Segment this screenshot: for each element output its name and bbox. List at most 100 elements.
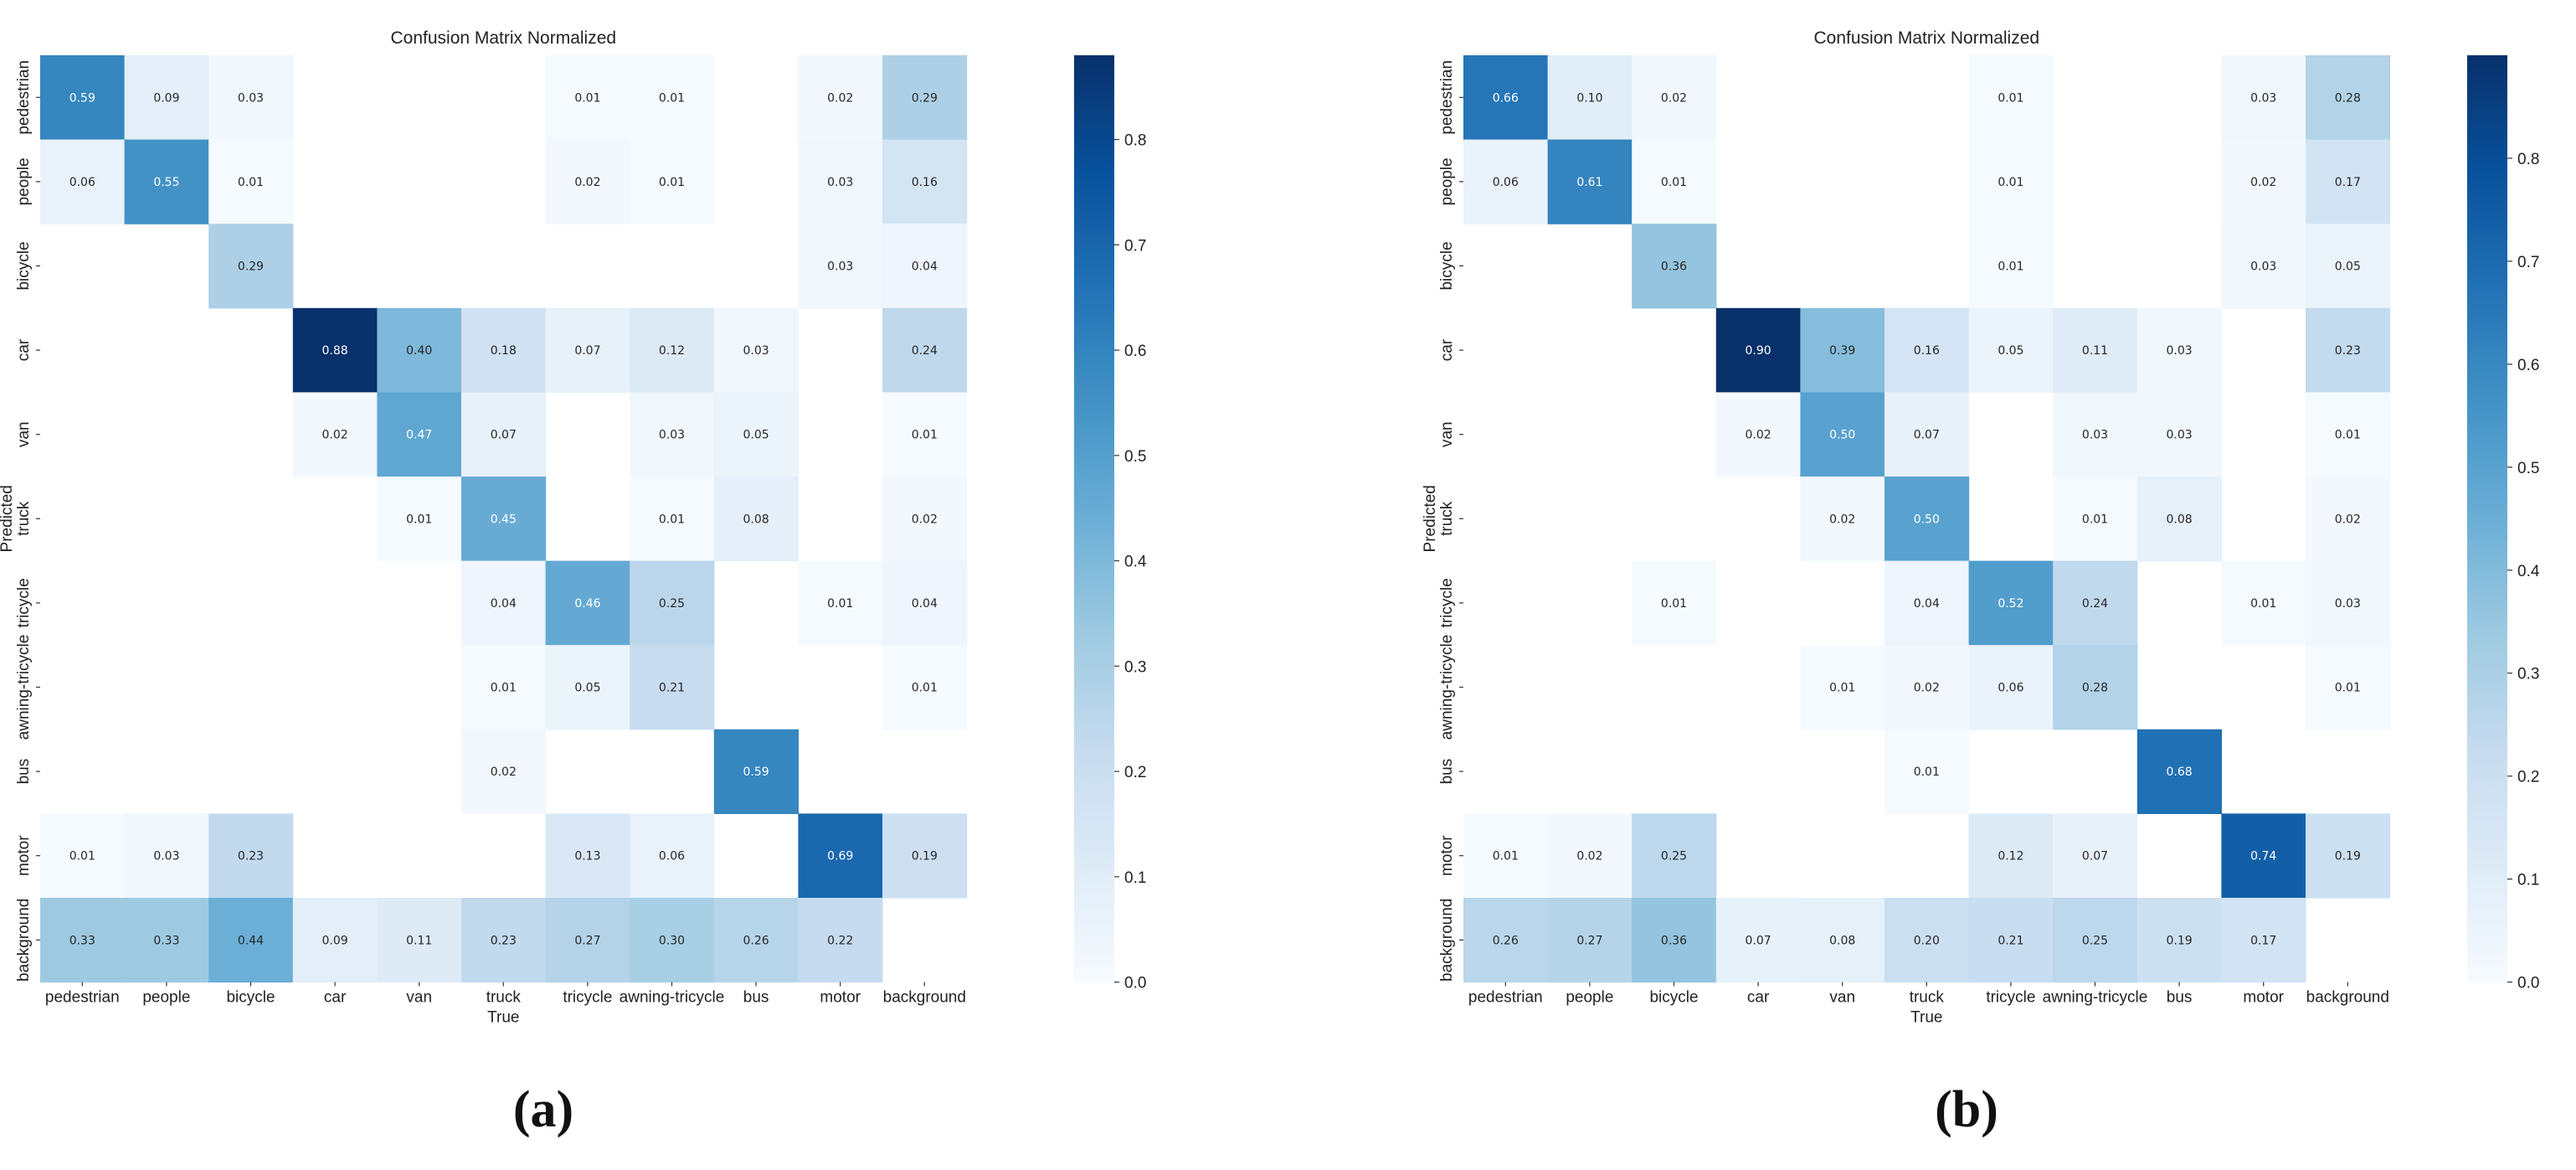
heatmap-cell (461, 560, 547, 646)
heatmap-cell (1547, 813, 1632, 899)
heatmap-cell (630, 477, 715, 562)
cell-value-label: 0.07 (574, 344, 600, 358)
cell-value-label: 0.01 (238, 176, 264, 189)
cell-value-label: 0.01 (406, 513, 432, 526)
y-tick-label-awning-tricycle: awning-tricycle (1438, 635, 1456, 740)
heatmap-cell (124, 813, 209, 899)
colorbar (2467, 55, 2507, 982)
cell-value-label: 0.03 (827, 176, 853, 189)
heatmap-cell (798, 560, 883, 646)
heatmap-cell (2306, 392, 2391, 477)
x-tick-label-truck: truck (486, 989, 522, 1007)
y-tick-label-people: people (1438, 157, 1456, 205)
y-tick-label-bicycle: bicycle (1438, 241, 1456, 290)
heatmap-cell (882, 392, 968, 477)
heatmap-cell (2221, 139, 2306, 224)
cell-value-label: 0.36 (1661, 260, 1687, 274)
colorbar (1074, 55, 1114, 982)
cell-value-label: 0.10 (1576, 91, 1602, 105)
heatmap-cell (2136, 477, 2222, 562)
heatmap-cell (2221, 560, 2306, 646)
cell-value-label: 0.18 (491, 344, 517, 358)
cell-value-label: 0.02 (912, 513, 938, 526)
y-tick-label-pedestrian: pedestrian (15, 60, 33, 135)
heatmap-cell (1968, 224, 2054, 309)
heatmap-cell (1884, 560, 1970, 646)
cell-value-label: 0.02 (574, 176, 600, 189)
heatmap-cell (461, 645, 547, 730)
panel-label: (b) (1935, 1081, 1998, 1138)
colorbar-tick-label: 0.6 (2517, 357, 2539, 374)
cell-value-label: 0.01 (1661, 176, 1687, 189)
heatmap-cell (208, 224, 294, 309)
heatmap-cell (2053, 645, 2138, 730)
heatmap-cell (2221, 898, 2306, 983)
cell-value-label: 0.50 (1914, 513, 1940, 526)
cell-value-label: 0.02 (1914, 682, 1940, 695)
heatmap-cell (1968, 307, 2054, 393)
heatmap-cell (461, 729, 547, 814)
x-tick-label-bus: bus (2167, 989, 2193, 1007)
x-tick-label-awning-tricycle: awning-tricycle (620, 989, 725, 1007)
cell-value-label: 0.02 (2335, 513, 2361, 526)
heatmap-cell (1463, 898, 1549, 983)
cell-value-label: 0.20 (1914, 934, 1940, 947)
colorbar-tick-label: 0.6 (1124, 343, 1146, 360)
heatmap-cell (1632, 898, 1717, 983)
y-tick-label-tricycle: tricycle (15, 578, 33, 627)
cell-value-label: 0.19 (912, 850, 938, 863)
colorbar-tick-label: 0.1 (2517, 872, 2539, 889)
heatmap-cell (1968, 898, 2054, 983)
cell-value-label: 0.09 (153, 91, 179, 105)
cell-value-label: 0.01 (491, 682, 517, 695)
heatmap-cell (630, 139, 715, 224)
cell-value-label: 0.03 (2335, 597, 2361, 611)
heatmap-cell (2306, 813, 2391, 899)
heatmap-cell (2221, 224, 2306, 309)
heatmap-cell (882, 224, 968, 309)
cell-value-label: 0.03 (2167, 429, 2193, 442)
colorbar-tick-label: 0.8 (2517, 151, 2539, 168)
cell-value-label: 0.01 (1998, 91, 2023, 105)
colorbar-tick-label: 0.7 (1124, 237, 1146, 255)
heatmap-cell (882, 477, 968, 562)
heatmap-cell (377, 898, 462, 983)
heatmap-cell (1463, 55, 1549, 141)
cell-value-label: 0.04 (912, 260, 938, 274)
cell-value-label: 0.33 (153, 934, 179, 947)
cell-value-label: 0.02 (827, 91, 853, 105)
cell-value-label: 0.01 (1998, 176, 2023, 189)
heatmap-cell (2053, 813, 2138, 899)
heatmap-cell (545, 813, 630, 899)
cell-value-label: 0.11 (406, 934, 432, 947)
cell-value-label: 0.03 (743, 344, 769, 358)
heatmap-cell (713, 898, 799, 983)
cell-value-label: 0.47 (406, 429, 432, 442)
heatmap-cell (1800, 307, 1885, 393)
y-tick-label-bicycle: bicycle (15, 241, 33, 290)
cell-value-label: 0.36 (1661, 934, 1687, 947)
cell-value-label: 0.29 (912, 91, 938, 105)
x-tick-label-awning-tricycle: awning-tricycle (2043, 989, 2148, 1007)
colorbar-tick-label: 0.3 (1124, 658, 1146, 676)
heatmap-cell (124, 898, 209, 983)
cell-value-label: 0.68 (2167, 765, 2193, 779)
x-tick-label-motor: motor (820, 989, 861, 1007)
cell-value-label: 0.22 (827, 934, 853, 947)
cell-value-label: 0.07 (2082, 850, 2108, 863)
cell-value-label: 0.01 (912, 429, 938, 442)
heatmap-cell (124, 139, 209, 224)
heatmap-cell (292, 898, 378, 983)
cell-value-label: 0.17 (2250, 934, 2276, 947)
heatmap-cell (713, 392, 799, 477)
heatmap-cell (2306, 224, 2391, 309)
heatmap-cell (630, 55, 715, 141)
cell-value-label: 0.11 (2082, 344, 2108, 358)
heatmap-cell (2053, 392, 2138, 477)
cell-value-label: 0.02 (1576, 850, 1602, 863)
y-tick-label-awning-tricycle: awning-tricycle (15, 635, 33, 740)
y-tick-label-tricycle: tricycle (1438, 578, 1456, 627)
cell-value-label: 0.05 (2335, 260, 2361, 274)
cell-value-label: 0.55 (153, 176, 179, 189)
heatmap-cell (545, 55, 630, 141)
